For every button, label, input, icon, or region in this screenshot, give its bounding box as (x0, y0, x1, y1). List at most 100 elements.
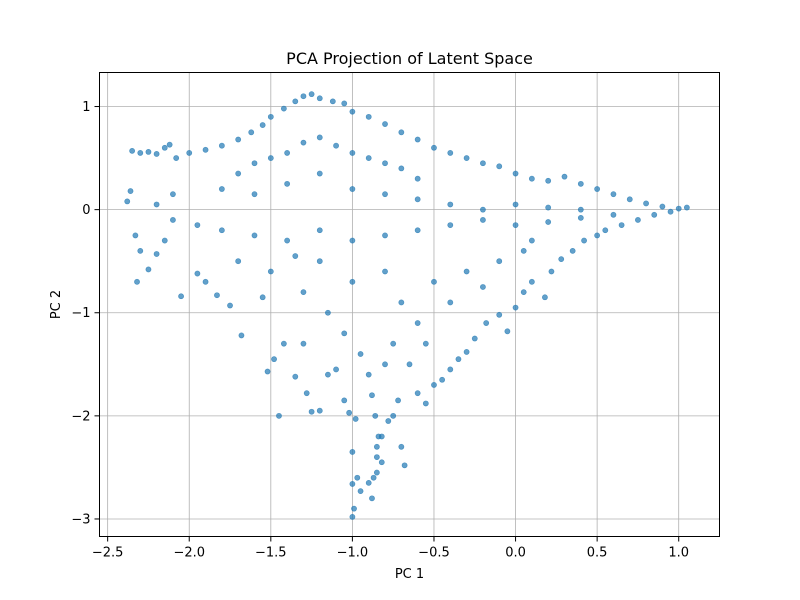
scatter-point (127, 188, 134, 194)
scatter-point (352, 416, 359, 422)
scatter-point (264, 368, 271, 375)
scatter-point (528, 278, 535, 285)
x-tick-label: −1.0 (337, 546, 369, 561)
scatter-point (390, 412, 397, 419)
scatter-point (548, 268, 555, 275)
scatter-point (667, 208, 674, 215)
x-tick-label: −0.5 (418, 546, 450, 561)
scatter-point (303, 390, 310, 397)
scatter-point (349, 449, 356, 455)
scatter-point (153, 251, 160, 257)
scatter-point (292, 253, 299, 259)
scatter-point (238, 332, 245, 339)
scatter-point (480, 160, 486, 167)
scatter-point (512, 201, 519, 208)
scatter-point (300, 289, 307, 296)
scatter-point (341, 330, 348, 337)
scatter-point (439, 376, 446, 383)
scatter-point (496, 163, 503, 170)
scatter-point (626, 196, 633, 203)
scatter-point (463, 268, 470, 275)
scatter-point (520, 289, 527, 296)
scatter-point (561, 173, 568, 180)
scatter-point (594, 232, 601, 239)
scatter-point (545, 219, 552, 225)
scatter-point (528, 237, 535, 244)
scatter-point (218, 227, 225, 234)
scatter-point (610, 211, 617, 218)
scatter-point (267, 113, 274, 120)
scatter-point (284, 237, 291, 244)
scatter-point (483, 320, 490, 326)
scatter-point (292, 373, 299, 380)
scatter-point (194, 222, 201, 229)
scatter-point (447, 222, 454, 229)
scatter-point (300, 340, 307, 347)
scatter-point (308, 91, 315, 98)
scatter-point (504, 328, 511, 335)
scatter-point (300, 93, 307, 100)
scatter-point (170, 217, 176, 223)
scatter-point (134, 278, 140, 285)
axes-frame (99, 72, 720, 537)
scatter-point (382, 191, 388, 198)
scatter-point (267, 155, 274, 161)
scatter-point (382, 232, 388, 239)
scatter-point (178, 293, 184, 300)
scatter-point (173, 155, 180, 161)
x-tick-label: 0.5 (587, 546, 608, 561)
scatter-point (259, 294, 266, 301)
scatter-point (369, 392, 375, 399)
scatter-point (365, 155, 372, 161)
x-tick-label: 1.0 (668, 546, 689, 561)
scatter-point (235, 258, 242, 265)
scatter-point (373, 443, 380, 450)
scatter-point (422, 400, 429, 407)
scatter-points (124, 91, 690, 520)
scatter-point (357, 488, 364, 495)
x-axis-ticks: −2.5 −2.0 −1.5 −1.0 −0.5 0.0 0.5 1.0 (92, 536, 689, 561)
scatter-point (341, 397, 348, 404)
scatter-point (373, 469, 380, 476)
grid-lines (99, 72, 720, 537)
scatter-point (218, 186, 225, 192)
scatter-point (577, 180, 584, 187)
x-tick-label: −1.5 (255, 546, 287, 561)
scatter-point (251, 191, 258, 198)
scatter-point (610, 191, 617, 198)
scatter-point (406, 361, 413, 368)
scatter-point (496, 258, 503, 265)
scatter-point (333, 142, 339, 149)
scatter-point (333, 366, 339, 373)
scatter-point (349, 481, 356, 487)
scatter-point (512, 170, 519, 177)
scatter-point (300, 139, 307, 146)
scatter-point (349, 514, 356, 520)
scatter-point (455, 356, 462, 363)
scatter-point (349, 278, 356, 285)
scatter-point (316, 258, 323, 265)
x-tick-label: 0.0 (505, 546, 526, 561)
x-tick-label: −2.5 (92, 546, 124, 561)
scatter-point (373, 454, 380, 461)
scatter-point (602, 227, 609, 234)
scatter-point (385, 418, 392, 424)
scatter-point (496, 311, 503, 318)
scatter-point (431, 144, 437, 151)
scatter-point (259, 122, 266, 128)
scatter-point (129, 147, 136, 154)
scatter-point (398, 443, 405, 450)
scatter-point (643, 200, 649, 207)
scatter-point (558, 256, 565, 263)
scatter-point (398, 165, 405, 172)
scatter-point (292, 98, 299, 105)
scatter-point (161, 144, 168, 151)
scatter-point (186, 150, 193, 156)
scatter-point (124, 198, 131, 205)
scatter-point (194, 270, 201, 277)
chart-title: PCA Projection of Latent Space (286, 49, 533, 68)
scatter-point (594, 186, 601, 192)
scatter-point (145, 148, 152, 155)
scatter-point (202, 278, 209, 285)
